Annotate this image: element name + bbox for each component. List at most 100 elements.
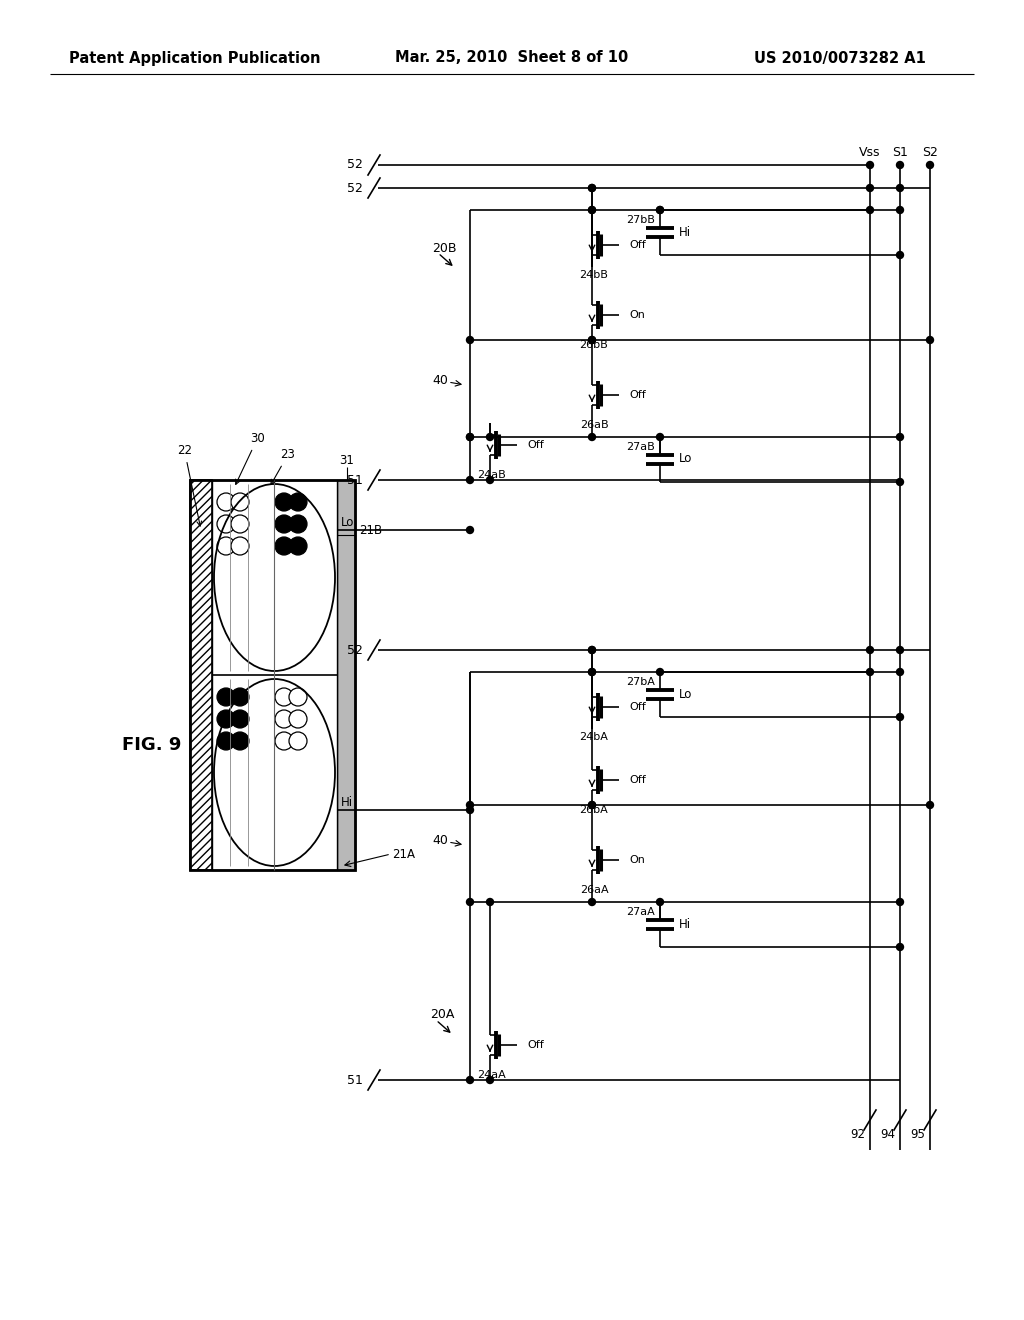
Text: 31: 31 — [340, 454, 354, 466]
Text: Lo: Lo — [679, 688, 692, 701]
Text: Patent Application Publication: Patent Application Publication — [70, 50, 321, 66]
Text: 26aA: 26aA — [580, 884, 608, 895]
Circle shape — [589, 337, 596, 343]
Text: 52: 52 — [347, 181, 362, 194]
Text: FIG. 9: FIG. 9 — [122, 737, 181, 754]
Circle shape — [927, 161, 934, 169]
Circle shape — [231, 492, 249, 511]
Text: S2: S2 — [922, 147, 938, 160]
Circle shape — [656, 899, 664, 906]
Circle shape — [896, 433, 903, 441]
Circle shape — [656, 206, 664, 214]
Circle shape — [866, 161, 873, 169]
Text: 22: 22 — [177, 444, 202, 527]
Circle shape — [275, 515, 293, 533]
Text: 40: 40 — [432, 833, 449, 846]
Text: 24bB: 24bB — [580, 271, 608, 280]
Circle shape — [289, 733, 307, 750]
Circle shape — [866, 647, 873, 653]
Circle shape — [467, 807, 473, 813]
Circle shape — [289, 537, 307, 554]
Circle shape — [231, 515, 249, 533]
Circle shape — [275, 710, 293, 729]
Text: Off: Off — [527, 1040, 544, 1049]
Text: Off: Off — [629, 240, 646, 249]
Circle shape — [927, 337, 934, 343]
Bar — [190, 480, 355, 870]
Text: Off: Off — [629, 389, 646, 400]
Circle shape — [896, 714, 903, 721]
Circle shape — [866, 668, 873, 676]
Circle shape — [486, 899, 494, 906]
Circle shape — [589, 647, 596, 653]
Text: 27aA: 27aA — [627, 907, 655, 917]
Circle shape — [896, 206, 903, 214]
Text: Off: Off — [527, 440, 544, 450]
Circle shape — [589, 668, 596, 676]
Text: 27aB: 27aB — [627, 442, 655, 451]
Text: 26aB: 26aB — [580, 420, 608, 430]
Text: 51: 51 — [347, 474, 362, 487]
Circle shape — [467, 801, 473, 808]
Text: Hi: Hi — [341, 796, 353, 808]
Circle shape — [589, 433, 596, 441]
Text: On: On — [629, 310, 645, 319]
Circle shape — [289, 710, 307, 729]
Circle shape — [927, 801, 934, 808]
Bar — [212, 480, 337, 870]
Circle shape — [589, 206, 596, 214]
Circle shape — [896, 899, 903, 906]
Bar — [190, 480, 212, 870]
Text: Off: Off — [629, 775, 646, 785]
Circle shape — [896, 668, 903, 676]
Circle shape — [217, 515, 234, 533]
Text: 40: 40 — [432, 374, 449, 387]
Circle shape — [656, 668, 664, 676]
Circle shape — [231, 537, 249, 554]
Text: 94: 94 — [880, 1129, 895, 1142]
Text: 23: 23 — [271, 447, 296, 484]
Circle shape — [656, 433, 664, 441]
Circle shape — [896, 185, 903, 191]
Bar — [337, 480, 355, 870]
Text: 52: 52 — [347, 644, 362, 656]
Circle shape — [217, 733, 234, 750]
Circle shape — [589, 647, 596, 653]
Circle shape — [275, 492, 293, 511]
Circle shape — [275, 537, 293, 554]
Circle shape — [486, 433, 494, 441]
Text: 52: 52 — [347, 158, 362, 172]
Text: Off: Off — [629, 702, 646, 711]
Text: S1: S1 — [892, 147, 908, 160]
Text: US 2010/0073282 A1: US 2010/0073282 A1 — [754, 50, 926, 66]
Circle shape — [289, 688, 307, 706]
Circle shape — [486, 1077, 494, 1084]
Text: 27bA: 27bA — [626, 677, 655, 686]
Circle shape — [656, 206, 664, 214]
Circle shape — [896, 944, 903, 950]
Circle shape — [231, 733, 249, 750]
Circle shape — [589, 185, 596, 191]
Circle shape — [217, 537, 234, 554]
Circle shape — [289, 492, 307, 511]
Text: Vss: Vss — [859, 147, 881, 160]
Text: 95: 95 — [910, 1129, 925, 1142]
Circle shape — [866, 185, 873, 191]
Circle shape — [467, 1077, 473, 1084]
Circle shape — [467, 433, 473, 441]
Circle shape — [896, 479, 903, 486]
Circle shape — [467, 527, 473, 533]
Circle shape — [467, 433, 473, 441]
Text: 20B: 20B — [432, 242, 457, 255]
Text: 26bA: 26bA — [580, 805, 608, 814]
Circle shape — [589, 337, 596, 343]
Circle shape — [231, 688, 249, 706]
Circle shape — [486, 477, 494, 483]
Text: 30: 30 — [236, 432, 265, 484]
Text: 21A: 21A — [392, 849, 415, 862]
Text: 24aA: 24aA — [477, 1071, 507, 1080]
Circle shape — [467, 899, 473, 906]
Circle shape — [589, 801, 596, 808]
Circle shape — [231, 710, 249, 729]
Circle shape — [589, 668, 596, 676]
